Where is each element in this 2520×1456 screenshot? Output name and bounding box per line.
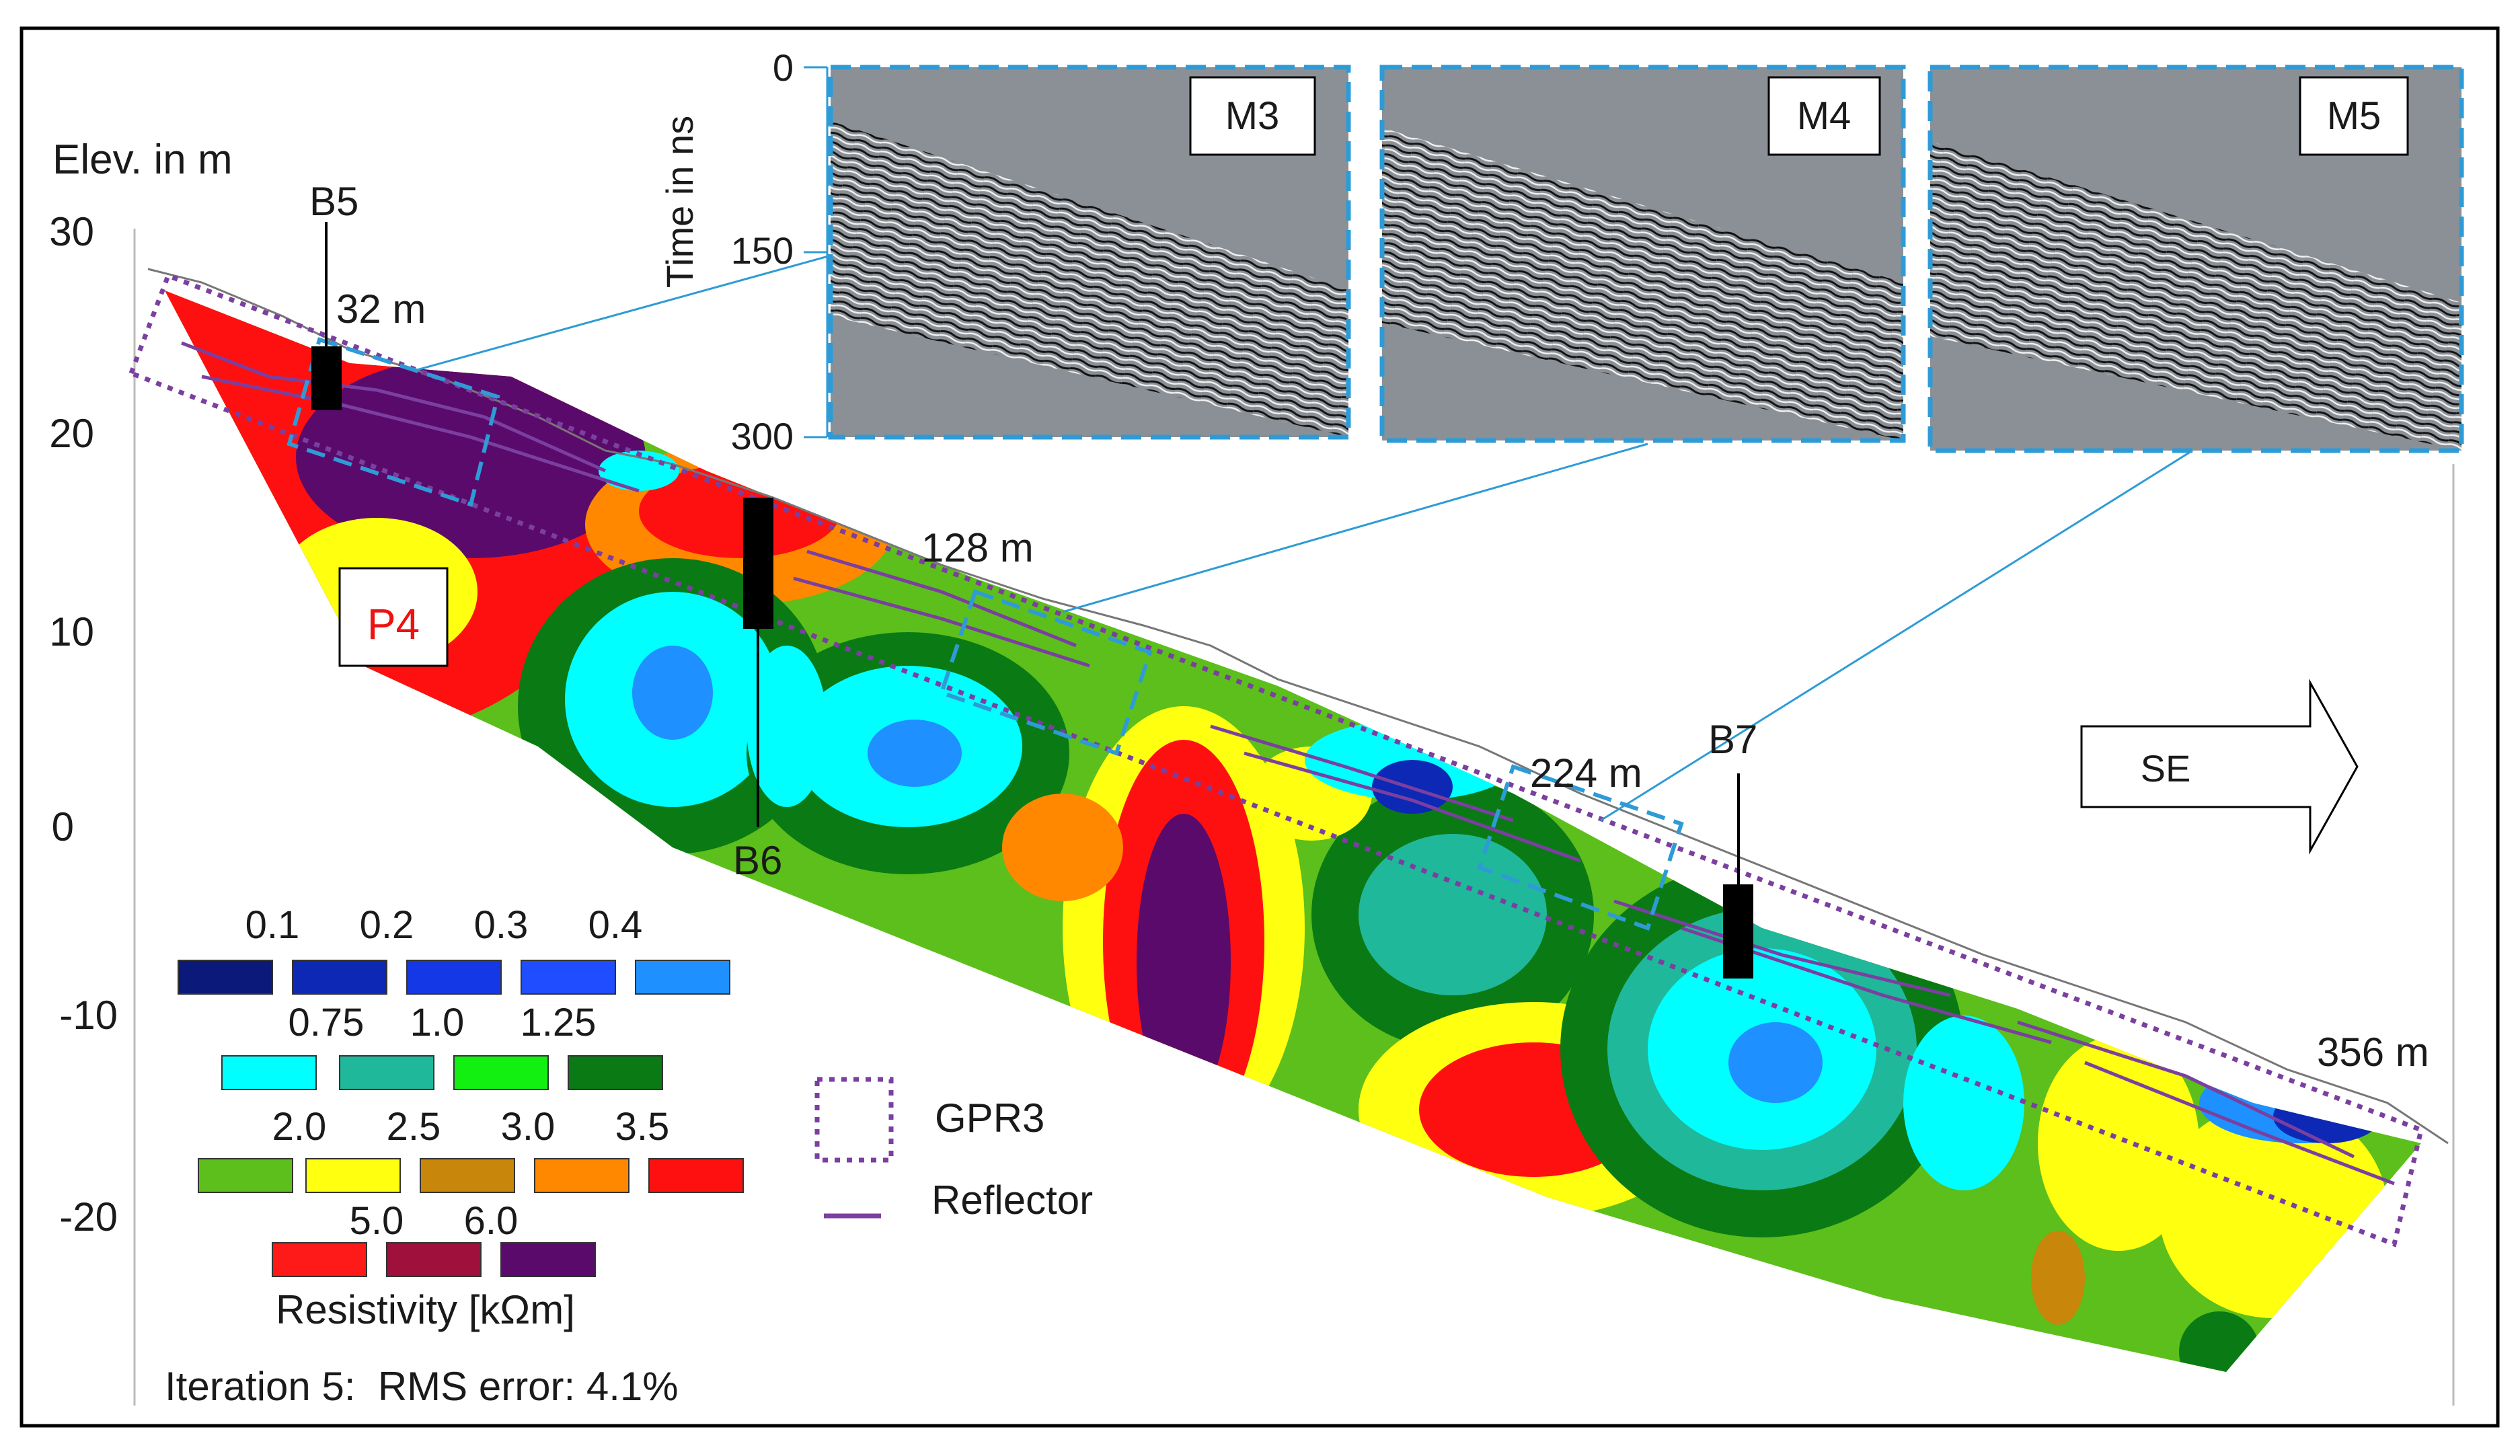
elevation-tick: -10 [59,993,118,1038]
distance-label: 356 m [2317,1030,2429,1075]
direction-label: SE [2141,747,2191,790]
time-tick: 150 [731,229,794,272]
legend-swatch [339,1055,434,1090]
gpr3-key-icon [814,1077,894,1163]
legend-swatch [386,1242,482,1277]
elevation-tick: 10 [49,609,94,654]
legend-value: 3.0 [501,1105,556,1149]
time-tick: 0 [773,46,794,89]
gpr-time-axis: Time in ns 0 150 300 [658,46,829,457]
legend-value: 0.75 [289,1001,365,1044]
distance-label: 224 m [1530,751,1642,796]
legend-swatch [406,960,502,995]
panel-label: M3 [1225,94,1280,138]
feature-key: GPR3 Reflector [814,1077,1093,1223]
elevation-ticks: 30 20 10 0 -10 -20 [49,209,136,1406]
borehole-b5: B5 [309,179,358,410]
legend-swatch [635,960,730,995]
elevation-tick: 20 [49,411,94,456]
reflector-key-label: Reflector [931,1178,1093,1223]
profile-label-box [338,567,449,667]
panel-label: M4 [1797,94,1851,138]
legend-value: 0.3 [474,903,529,947]
distance-label: 128 m [921,525,1034,570]
elevation-axis-title: Elev. in m [52,137,233,183]
legend-title: Resistivity [kΩm] [276,1287,575,1332]
iteration-footer: Iteration 5: RMS error: 4.1% [165,1364,679,1409]
legend-swatch [500,1242,596,1277]
legend-value: 2.5 [387,1105,441,1149]
resistivity-legend: 0.1 0.2 0.3 0.4 0.75 1.0 1.25 2.0 2.5 3.… [178,903,744,1332]
borehole-b7: B7 [1708,717,1757,979]
legend-value: 6.0 [464,1199,519,1243]
legend-swatch [178,960,273,995]
gpr3-key-label: GPR3 [935,1096,1044,1141]
legend-value: 0.2 [360,903,414,947]
legend-value: 2.0 [272,1105,327,1149]
direction-arrow [2080,679,2359,855]
legend-swatch [272,1242,367,1277]
elevation-tick: 30 [49,209,94,254]
profile-label: P4 [367,600,420,648]
legend-swatch [568,1055,663,1090]
legend-value: 0.1 [245,903,300,947]
borehole-label: B5 [309,179,358,224]
elevation-tick: -20 [59,1194,118,1239]
legend-swatch [453,1055,549,1090]
gpr-panel-m5: M5 [1927,65,2464,453]
legend-value: 3.5 [615,1105,670,1149]
time-tick: 300 [731,415,794,457]
legend-swatch [534,1158,629,1193]
borehole-b6: B6 [733,498,782,883]
legend-swatch [420,1158,515,1193]
legend-value: 1.0 [410,1001,465,1044]
legend-value: 0.4 [588,903,643,947]
gpr-panel-m3: M3 [828,65,1351,440]
legend-swatch [292,960,387,995]
panel-label: M5 [2327,94,2381,138]
panel-connectors [416,254,2193,822]
legend-swatch [305,1158,401,1193]
legend-swatch [648,1158,744,1193]
time-axis-title: Time in ns [658,116,701,288]
legend-value: 1.25 [521,1001,597,1044]
borehole-label: B7 [1708,717,1757,762]
borehole-label: B6 [733,838,782,883]
gpr-panel-m4: M4 [1379,65,1906,443]
legend-swatch [198,1158,293,1193]
legend-value: 5.0 [350,1199,404,1243]
legend-swatch [221,1055,317,1090]
distance-label: 32 m [336,286,426,332]
legend-swatch [521,960,616,995]
gpr3-outline [128,272,2424,1248]
elevation-tick: 0 [52,804,74,849]
